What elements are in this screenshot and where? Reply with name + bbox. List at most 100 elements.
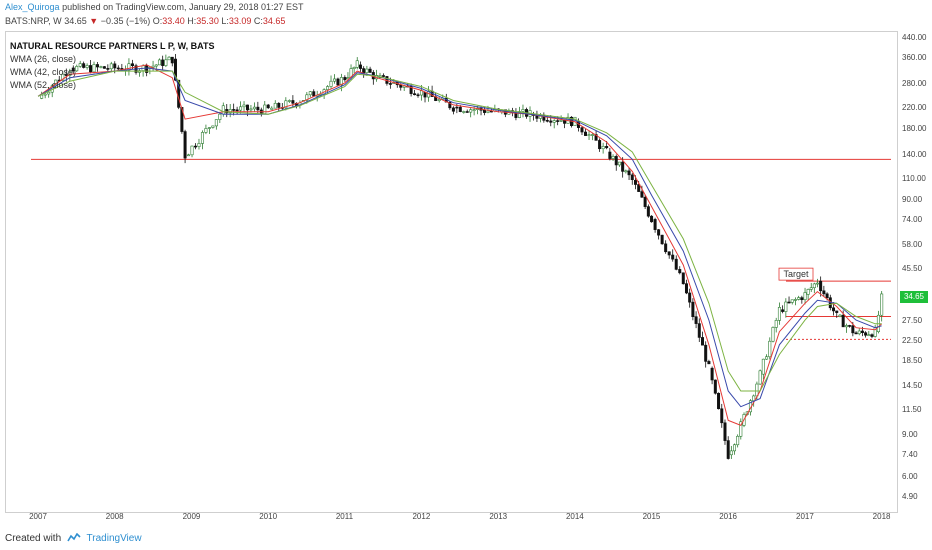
candle-body — [611, 156, 615, 159]
candle-body — [419, 90, 423, 96]
open-value: 33.40 — [162, 16, 185, 26]
candle-body — [89, 65, 93, 73]
candle-body — [305, 94, 309, 101]
candle-body — [154, 64, 158, 67]
y-tick-label: 9.00 — [902, 430, 918, 440]
candle-body — [771, 327, 775, 342]
candle-body — [161, 59, 165, 66]
candle-body — [451, 107, 455, 112]
candle-body — [204, 128, 208, 133]
candle-body — [336, 78, 340, 86]
candle-body — [867, 334, 871, 336]
close-label: C: — [253, 16, 263, 26]
candle-body — [423, 92, 427, 98]
candle-body — [755, 383, 759, 397]
quote-bar: BATS:NRP, W 34.65 ▼ −0.35 (−1%) O:33.40 … — [0, 14, 932, 28]
candle-body — [678, 269, 682, 274]
price-change: −0.35 (−1%) — [100, 16, 151, 26]
x-tick-label: 2018 — [872, 512, 891, 521]
candle-body — [694, 316, 698, 324]
candle-body — [803, 292, 807, 301]
y-tick-label: 4.90 — [902, 492, 918, 502]
author-link[interactable]: Alex_Quiroga — [5, 2, 60, 12]
published-text: published on TradingView.com, January 29… — [62, 2, 304, 12]
candle-body — [851, 325, 855, 334]
candle-body — [75, 66, 79, 72]
candle-body — [343, 77, 347, 81]
candle-body — [145, 65, 149, 73]
candle-body — [225, 109, 229, 114]
tradingview-brand[interactable]: TradingView — [86, 533, 142, 544]
candle-body — [381, 75, 385, 77]
candle-body — [598, 140, 602, 150]
tradingview-logo-icon — [67, 533, 81, 542]
y-tick-label: 360.00 — [902, 53, 927, 63]
candle-body — [113, 63, 117, 69]
candle-body — [256, 106, 260, 111]
candle-body — [787, 301, 791, 304]
y-tick-label: 11.50 — [902, 405, 922, 415]
candle-body — [624, 170, 628, 173]
legend-title: NATURAL RESOURCE PARTNERS L P, W, BATS — [10, 41, 215, 51]
candle-body — [809, 287, 813, 290]
candle-body — [218, 113, 222, 120]
candle-body — [832, 307, 836, 312]
candle-body — [637, 184, 641, 192]
candle-body — [263, 104, 267, 114]
candle-body — [671, 254, 675, 260]
candle-body — [472, 109, 476, 111]
candle-body — [860, 330, 864, 333]
candle-body — [797, 297, 801, 300]
x-tick-label: 2010 — [259, 512, 278, 521]
legend-item-wma26[interactable]: WMA (26, close) — [10, 54, 77, 64]
y-tick-label: 280.00 — [902, 78, 927, 88]
candle-body — [190, 145, 194, 156]
created-with-label: Created with — [5, 533, 62, 544]
candle-body — [752, 395, 756, 402]
y-tick-label: 45.50 — [902, 264, 923, 274]
candle-body — [793, 299, 797, 301]
y-tick-label: 27.50 — [902, 315, 923, 325]
candle-body — [774, 320, 778, 328]
candle-body — [102, 66, 106, 69]
low-label: L: — [221, 16, 229, 26]
chart-pane[interactable]: Target — [5, 31, 898, 513]
candle-body — [95, 64, 99, 68]
chart-legend: NATURAL RESOURCE PARTNERS L P, W, BATS W… — [10, 40, 215, 92]
y-tick-label: 7.40 — [902, 450, 918, 460]
candle-body — [211, 125, 215, 128]
price-axis[interactable]: 440.00 360.00 280.00 220.00 180.00 140.00 110.… — [897, 31, 932, 513]
candle-body — [538, 114, 542, 119]
candle-body — [245, 104, 249, 111]
legend-item-wma52[interactable]: WMA (52, close) — [10, 80, 77, 90]
candle-body — [621, 161, 625, 172]
candle-body — [704, 344, 708, 362]
candle-body — [723, 422, 727, 441]
candle-body — [713, 379, 717, 394]
candle-body — [633, 179, 637, 185]
candle-body — [627, 170, 631, 176]
wma-line-1 — [37, 64, 883, 427]
candle-body — [287, 100, 291, 102]
candle-body — [458, 106, 462, 112]
candle-body — [800, 297, 804, 301]
symbol-label: BATS:NRP, W — [5, 16, 62, 26]
candle-body — [549, 120, 553, 123]
legend-item-wma42[interactable]: WMA (42, close) — [10, 67, 77, 77]
candle-body — [729, 450, 733, 456]
candle-body — [183, 131, 187, 159]
y-tick-label: 74.00 — [902, 214, 923, 224]
price-plot[interactable]: Target — [6, 32, 897, 512]
candle-body — [362, 68, 366, 73]
candle-body — [207, 127, 211, 129]
time-axis[interactable]: 2007 2008 2009 2010 2011 2012 2013 2014 2015 2016… — [5, 512, 896, 524]
high-value: 35.30 — [196, 16, 219, 26]
candle-body — [667, 251, 671, 256]
wma-line-3 — [37, 70, 882, 392]
candle-body — [580, 127, 584, 133]
y-tick-label: 18.50 — [902, 356, 923, 366]
candle-body — [413, 93, 417, 96]
candle-body — [841, 314, 845, 328]
candle-body — [116, 67, 120, 70]
x-tick-label: 2014 — [565, 512, 584, 521]
